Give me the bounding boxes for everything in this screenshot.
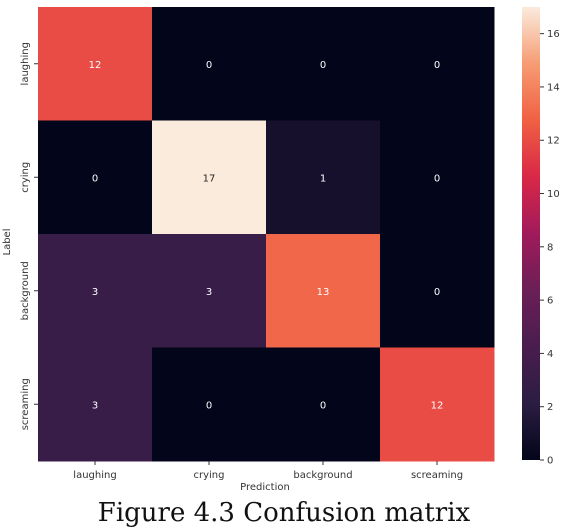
heatmap-cell — [38, 7, 153, 121]
heatmap-cell — [38, 234, 153, 348]
heatmap-cell — [152, 120, 267, 235]
cell-value-label: 0 — [434, 60, 440, 71]
colorbar-tick-label: 2 — [547, 402, 553, 413]
heatmap-cell — [380, 120, 495, 235]
cell-value-label: 0 — [320, 60, 326, 71]
cell-value-label: 0 — [434, 173, 440, 184]
heatmap-cell — [266, 7, 381, 121]
colorbar-tick-label: 8 — [547, 242, 553, 253]
cell-value-label: 3 — [92, 400, 98, 411]
confusion-matrix-figure: 12 0 0 00 17 1 03 3 13 03 0 0 12 laughing crying backg… — [2, 7, 560, 493]
x-tick-label: laughing — [73, 470, 116, 481]
heatmap-cell — [266, 120, 381, 235]
cell-value-label: 12 — [431, 400, 444, 411]
cell-value-label: 3 — [92, 287, 98, 298]
heatmap-cell — [152, 347, 267, 462]
heatmap-cell — [380, 7, 495, 121]
heatmap-cell — [152, 7, 267, 121]
colorbar-tick-label: 10 — [547, 189, 560, 200]
cell-value-label: 0 — [92, 173, 98, 184]
heatmap-cell — [266, 347, 381, 462]
colorbar-tick-label: 6 — [547, 296, 553, 307]
x-axis-label: Prediction — [240, 482, 290, 493]
heatmap-cells — [38, 7, 495, 462]
y-axis-ticks: laughing crying background screaming — [20, 42, 38, 430]
heatmap-cell — [38, 347, 153, 462]
x-axis-ticks: laughing crying background screaming — [73, 461, 463, 481]
y-axis-label: Label — [2, 229, 13, 256]
cell-value-label: 0 — [206, 400, 212, 411]
heatmap-cell — [380, 347, 495, 462]
cell-value-label: 13 — [317, 287, 330, 298]
heatmap-cell-labels: 12 0 0 00 17 1 03 3 13 03 0 0 12 — [89, 60, 444, 412]
cell-value-label: 17 — [203, 173, 216, 184]
cell-value-label: 3 — [206, 287, 212, 298]
colorbar-tick-label: 4 — [547, 349, 553, 360]
x-tick-label: background — [293, 470, 352, 481]
x-tick-label: screaming — [411, 470, 463, 481]
colorbar-tick-label: 0 — [547, 456, 553, 467]
heatmap-cell — [38, 120, 153, 235]
colorbar — [522, 7, 540, 460]
cell-value-label: 0 — [206, 60, 212, 71]
colorbar-tick-label: 12 — [547, 136, 560, 147]
cell-value-label: 1 — [320, 173, 326, 184]
y-tick-label: crying — [20, 162, 31, 193]
heatmap-cell — [266, 234, 381, 348]
heatmap-cell — [152, 234, 267, 348]
heatmap-cell — [380, 234, 495, 348]
colorbar-tick-label: 16 — [547, 29, 560, 40]
y-tick-label: laughing — [20, 42, 31, 85]
x-tick-label: crying — [194, 470, 225, 481]
figure-caption: Figure 4.3 Confusion matrix — [97, 498, 471, 528]
cell-value-label: 0 — [320, 400, 326, 411]
cell-value-label: 12 — [89, 60, 102, 71]
colorbar-ticks: 0 2 4 6 8 10 12 14 16 — [540, 29, 560, 467]
colorbar-tick-label: 14 — [547, 82, 560, 93]
y-tick-label: background — [20, 261, 31, 320]
cell-value-label: 0 — [434, 287, 440, 298]
y-tick-label: screaming — [20, 378, 31, 430]
